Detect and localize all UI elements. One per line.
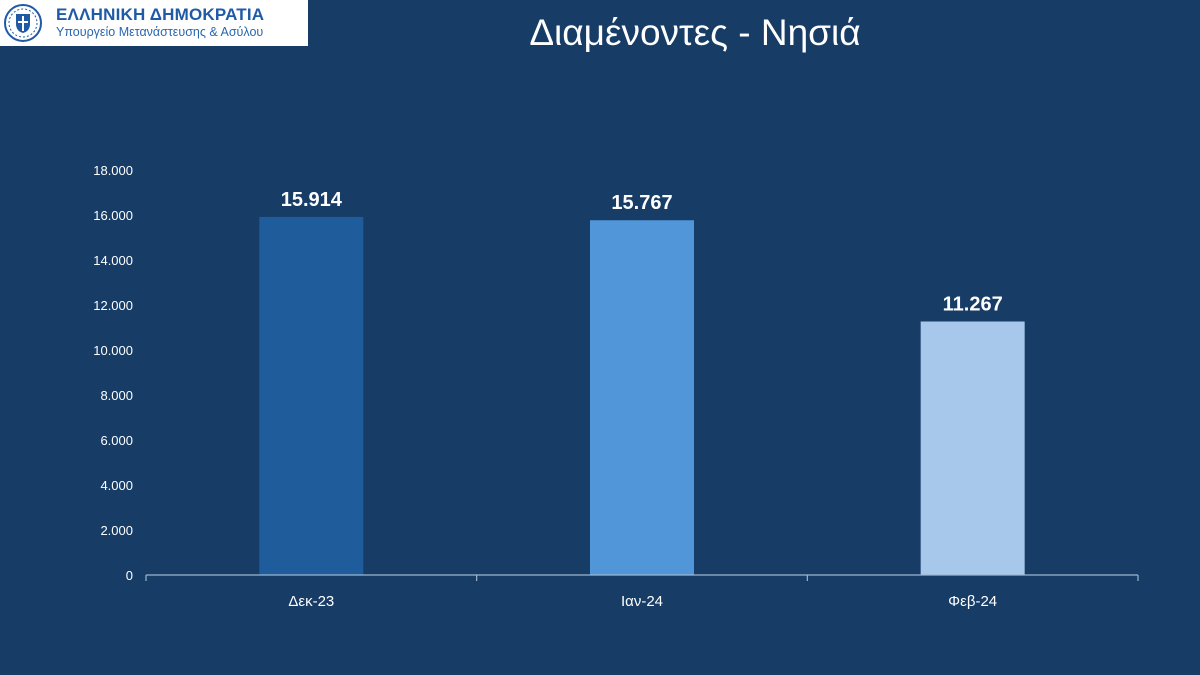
page-title: Διαμένοντες - Νησιά	[529, 12, 861, 53]
y-tick-label: 2.000	[100, 523, 133, 538]
y-tick-label: 14.000	[93, 253, 133, 268]
y-tick-label: 6.000	[100, 433, 133, 448]
greek-coat-of-arms-icon	[0, 0, 46, 46]
y-tick-label: 10.000	[93, 343, 133, 358]
y-tick-label: 18.000	[93, 163, 133, 178]
bar	[590, 220, 694, 575]
y-tick-label: 0	[126, 568, 133, 583]
x-tick-label: Φεβ-24	[948, 593, 997, 610]
bar	[920, 321, 1025, 575]
y-tick-label: 8.000	[100, 388, 133, 403]
logo-subtitle: Υπουργείο Μετανάστευσης & Ασύλου	[56, 25, 264, 40]
x-tick-label: Δεκ-23	[288, 593, 334, 610]
data-label: 15.914	[281, 189, 343, 211]
bar	[259, 216, 364, 575]
x-tick-label: Ιαν-24	[621, 593, 663, 610]
data-label: 15.767	[611, 192, 672, 214]
y-tick-label: 4.000	[100, 478, 133, 493]
y-tick-label: 12.000	[93, 298, 133, 313]
ministry-logo: ΕΛΛΗΝΙΚΗ ΔΗΜΟΚΡΑΤΙΑ Υπουργείο Μετανάστευ…	[0, 0, 308, 46]
data-label: 11.267	[943, 293, 1003, 315]
y-tick-label: 16.000	[93, 208, 133, 223]
logo-title: ΕΛΛΗΝΙΚΗ ΔΗΜΟΚΡΑΤΙΑ	[56, 4, 265, 24]
